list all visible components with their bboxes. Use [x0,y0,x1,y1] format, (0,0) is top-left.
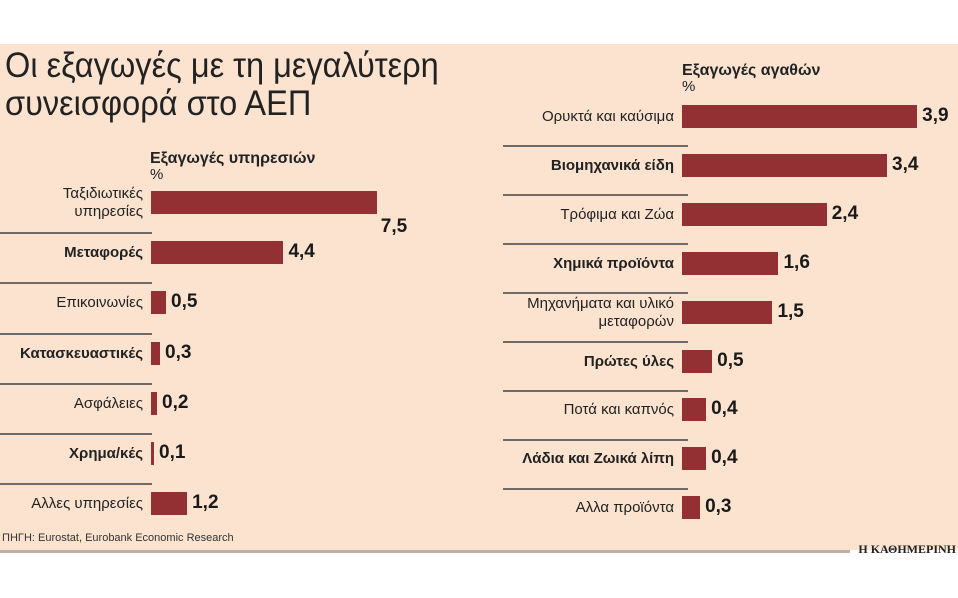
service-bar [151,442,154,465]
goods-value-label: 0,4 [711,398,738,420]
goods-separator [503,292,688,295]
goods-separator [503,341,688,344]
service-value-label: 0,1 [159,442,186,463]
goods-bar [682,251,779,275]
goods-bar [682,496,701,520]
service-separator [0,432,152,435]
goods-value-label: 2,4 [831,202,859,224]
goods-separator [503,145,688,148]
services-subtitle: Εξαγωγές υπηρεσιών [150,150,316,167]
service-bar [151,492,188,516]
chart-title-line2: συνεισφορά στο ΑΕΠ [5,84,312,123]
goods-value-label: 0,4 [711,447,738,469]
goods-category-label: Χημικά προϊόντα [553,254,674,272]
service-category-label: Ταξιδιωτικές υπηρεσίες [62,185,143,220]
goods-category-label: Πρώτες ύλες [583,352,674,370]
goods-value-label: 0,5 [717,349,744,371]
goods-bar [682,447,707,471]
goods-bar [682,202,827,226]
service-value-label: 0,3 [165,341,192,363]
goods-unit: % [682,78,696,95]
goods-category-label: Μηχανήματα και υλικό μεταφορών [527,294,674,330]
goods-bar [682,105,918,128]
goods-separator [503,389,688,392]
service-separator [0,232,152,235]
goods-category-label: Λάδια και Ζωικά λίπη [522,450,674,468]
service-category-label: Χρημα/κές [69,445,143,462]
goods-bar [682,300,773,324]
goods-category-label: Ποτά και καπνός [563,401,674,419]
bottom-rule [0,550,850,553]
goods-separator [503,487,688,490]
service-value-label: 0,2 [162,391,189,413]
service-value-label: 4,4 [288,241,315,263]
goods-separator [503,438,688,441]
service-separator [0,382,152,385]
service-bar [151,291,167,315]
goods-category-label: Βιομηχανικά είδη [550,156,674,174]
service-separator [0,282,152,285]
service-bar [151,391,158,415]
service-bar [151,241,284,265]
service-separator [0,483,152,486]
goods-value-label: 1,5 [777,300,804,322]
chart-title-line1: Οι εξαγωγές με τη μεγαλύτερη [5,46,439,85]
goods-separator [503,194,688,197]
goods-category-label: Αλλα προϊόντα [575,499,674,517]
goods-separator [503,243,688,246]
service-category-label: Επικοινωνίες [56,294,143,312]
goods-category-label: Ορυκτά και καύσιμα [541,108,674,125]
service-category-label: Ασφάλειες [73,394,143,412]
service-value-label: 0,5 [171,291,198,313]
services-unit: % [150,166,164,183]
service-category-label: Κατασκευαστικές [20,344,143,362]
service-separator [0,332,152,335]
goods-category-label: Τρόφιμα και Ζώα [560,205,674,223]
goods-bar [682,398,707,422]
goods-bar [682,153,888,177]
service-value-label: 1,2 [192,492,219,514]
source-note: ΠΗΓΗ: Eurostat, Eurobank Economic Resear… [2,532,234,544]
brand-logo: Η ΚΑΘΗΜΕΡΙΝΗ [858,542,956,556]
service-category-label: Αλλες υπηρεσίες [31,495,143,513]
goods-value-label: 0,3 [705,496,732,518]
service-value-label: 7,5 [380,216,408,237]
goods-value-label: 3,9 [922,105,949,126]
goods-subtitle: Εξαγωγές αγαθών [682,62,821,79]
goods-value-label: 3,4 [892,153,919,175]
service-category-label: Μεταφορές [64,244,143,262]
goods-bar [682,349,713,373]
service-bar [151,341,161,365]
service-bar [151,191,377,214]
goods-value-label: 1,6 [783,251,810,273]
